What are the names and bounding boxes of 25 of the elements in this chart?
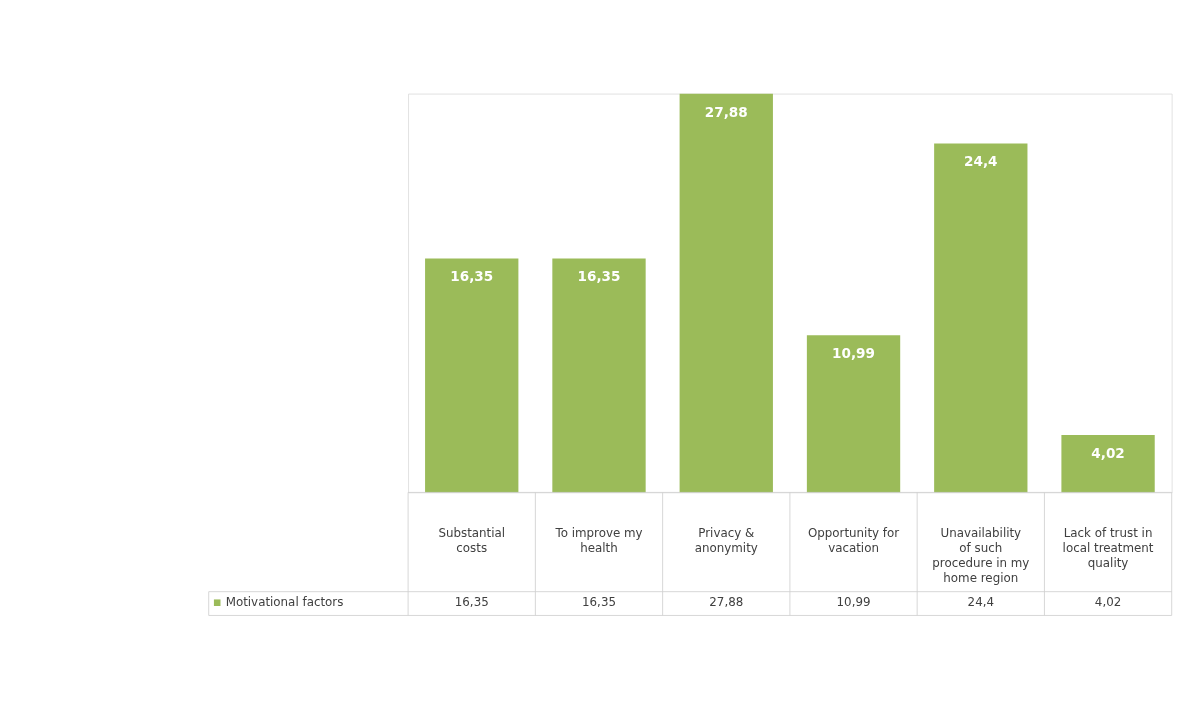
data-label: 10,99 [836, 595, 871, 610]
bar [679, 93, 773, 493]
bar [552, 258, 646, 493]
data-label: 4,02 [1094, 595, 1122, 610]
x-tick-label: Opportunity for vacation [807, 525, 900, 555]
bar [1061, 434, 1155, 493]
text: 27,88 [704, 103, 748, 120]
text: 24,4 [964, 153, 998, 170]
text: 10,99 [832, 345, 875, 362]
text: 4,02 [1091, 444, 1125, 461]
x-tick-label: Privacy & anonymity [694, 525, 758, 555]
x-tick-label: Substantial costs [438, 525, 506, 555]
data-label: 24,4 [967, 595, 994, 610]
bar [806, 335, 901, 493]
data-label: 27,88 [709, 595, 744, 610]
text: 16,35 [577, 268, 621, 285]
data-label: 16,35 [582, 595, 616, 610]
x-tick-label: To improve my health [554, 525, 643, 555]
bar [425, 258, 519, 493]
bar [934, 143, 1028, 493]
text: 16,35 [450, 268, 494, 285]
x-tick-label: Lack of trust in local treatment quality [1062, 525, 1154, 571]
x-tick-label: Unavailability of such procedure in my home region [932, 525, 1030, 586]
legend-label: Motivational factors [225, 595, 344, 610]
data-label: 16,35 [454, 595, 489, 610]
